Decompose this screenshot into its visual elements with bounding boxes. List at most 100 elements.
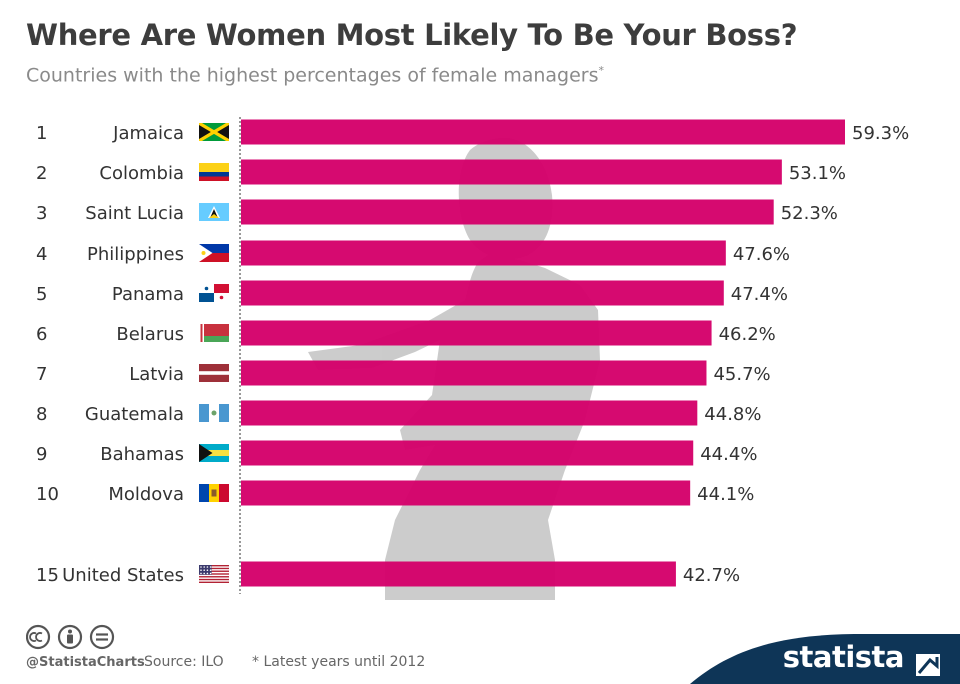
value-label: 53.1%	[789, 163, 846, 184]
value-label: 45.7%	[713, 364, 770, 385]
country-label: Belarus	[116, 324, 184, 345]
subtitle-footnote-mark: *	[598, 64, 605, 77]
flag-part	[204, 286, 209, 291]
statista-logo[interactable]: statista	[690, 620, 960, 684]
flag-part	[219, 484, 229, 502]
bar	[241, 159, 782, 185]
bar	[241, 119, 845, 145]
value-label: 42.7%	[683, 565, 740, 586]
source-note: Source: ILO	[144, 654, 224, 670]
saint-lucia-flag-icon	[199, 203, 229, 221]
flag-part	[199, 570, 229, 572]
bar	[241, 280, 724, 306]
flag-part	[199, 565, 229, 567]
bar-row: 5 Panama 47.4%	[36, 280, 788, 306]
rank-label: 10	[36, 484, 59, 505]
country-label: Panama	[112, 284, 184, 305]
country-label: Saint Lucia	[85, 203, 184, 224]
flag-part	[199, 172, 229, 177]
footnote: * Latest years until 2012	[252, 654, 426, 670]
twitter-handle[interactable]: @StatistaCharts	[26, 655, 145, 670]
value-label: 47.4%	[731, 284, 788, 305]
flag-part	[219, 404, 229, 422]
philippines-flag-icon	[199, 244, 229, 262]
country-label: Moldova	[108, 484, 184, 505]
rank-label: 8	[36, 404, 47, 425]
value-label: 46.2%	[719, 324, 776, 345]
rank-label: 4	[36, 244, 47, 265]
brand-wave-shape	[690, 634, 960, 684]
flag-part	[200, 566, 202, 568]
flag-part	[199, 336, 229, 342]
bahamas-flag-icon	[199, 444, 229, 462]
flag-part	[199, 253, 229, 262]
bar-row: 3 Saint Lucia 52.3%	[36, 199, 838, 225]
bar	[241, 199, 774, 225]
flag-part	[199, 324, 229, 336]
flag-part	[199, 456, 229, 462]
guatemala-flag-icon	[199, 404, 229, 422]
value-label: 44.4%	[700, 444, 757, 465]
colombia-flag-icon	[199, 163, 229, 181]
flag-part	[200, 569, 202, 571]
rank-label: 2	[36, 163, 47, 184]
flag-part	[219, 295, 224, 300]
flag-part	[200, 324, 203, 342]
panama-flag-icon	[199, 284, 229, 302]
subtitle-text: Countries with the highest percentages o…	[26, 64, 599, 87]
rank-label: 7	[36, 364, 47, 385]
flag-part	[199, 444, 229, 450]
country-label: United States	[62, 565, 184, 586]
rank-label: 9	[36, 444, 47, 465]
bar-row: 9 Bahamas 44.4%	[36, 440, 757, 466]
flag-part	[209, 566, 212, 568]
country-label: Colombia	[99, 163, 184, 184]
flag-part	[199, 573, 229, 575]
license-icons	[25, 624, 122, 654]
flag-part	[199, 581, 229, 583]
bar-row: 4 Philippines 47.6%	[36, 240, 790, 266]
chart-rows: 1 Jamaica 59.3% 2 Colombia 53.1% 3 Saint Lucia 5…	[36, 119, 909, 587]
flag-part	[203, 572, 205, 575]
rank-label: 1	[36, 123, 47, 144]
flag-part	[211, 410, 217, 416]
flag-part	[199, 565, 212, 575]
flag-part	[200, 572, 202, 575]
country-label: Jamaica	[112, 123, 184, 144]
flag-part	[203, 566, 205, 568]
creative-commons-icon	[25, 624, 51, 650]
flag-part	[206, 572, 209, 575]
bar-row: 10 Moldova 44.1%	[36, 480, 754, 506]
flag-part	[199, 293, 214, 302]
flag-part	[199, 576, 229, 578]
flag-part	[209, 572, 212, 575]
flag-part	[214, 284, 229, 293]
value-label: 44.1%	[697, 484, 754, 505]
no-derivatives-icon	[89, 624, 115, 650]
flag-part	[199, 567, 229, 570]
bar-row: 2 Colombia 53.1%	[36, 159, 846, 185]
latvia-flag-icon	[199, 364, 229, 382]
bar-row: 8 Guatemala 44.8%	[36, 400, 761, 426]
flag-part	[199, 244, 213, 262]
bar	[241, 320, 712, 346]
country-label: Philippines	[87, 244, 184, 265]
flag-part	[199, 484, 209, 502]
country-label: Bahamas	[100, 444, 184, 465]
belarus-flag-icon	[199, 324, 229, 342]
flag-part	[199, 244, 229, 253]
flag-part	[199, 404, 209, 422]
flag-part	[211, 489, 217, 497]
flag-part	[209, 569, 212, 571]
bar-row: 1 Jamaica 59.3%	[36, 119, 909, 145]
flag-part	[199, 444, 213, 462]
bar	[241, 561, 676, 587]
flag-part	[206, 566, 209, 568]
flag-part	[209, 214, 219, 218]
bar	[241, 440, 694, 466]
bar	[241, 480, 691, 506]
moldova-flag-icon	[199, 484, 229, 502]
rank-label: 3	[36, 203, 47, 224]
rank-label: 5	[36, 284, 47, 305]
